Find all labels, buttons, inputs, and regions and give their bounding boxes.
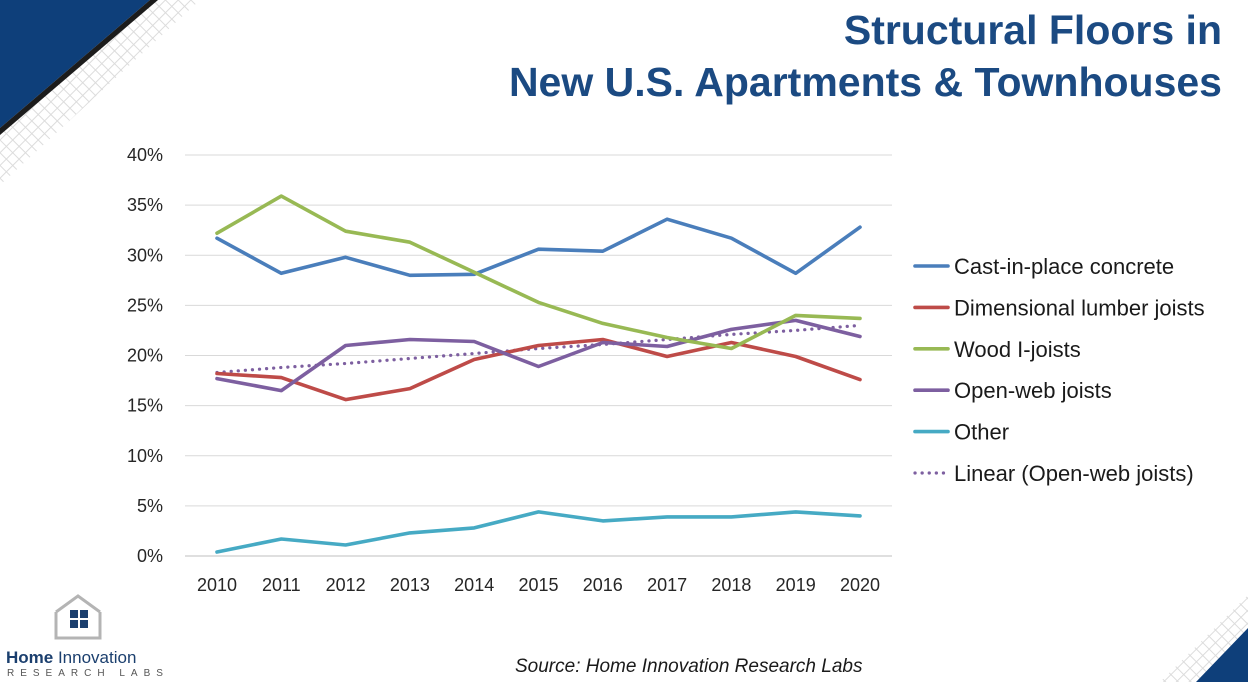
y-tick-label: 40%	[127, 145, 163, 165]
x-tick-label: 2010	[197, 575, 237, 595]
series-line-other	[215, 510, 862, 554]
x-tick-label: 2015	[518, 575, 558, 595]
slide-title: Structural Floors in New U.S. Apartments…	[509, 4, 1222, 108]
house-window-icon	[54, 594, 102, 640]
x-axis-ticks: 2010 2011 2012 2013 2014 2015 2016 2017 2018 2019…	[197, 575, 880, 595]
legend-label-linear-open-web-joists: Linear (Open-web joists)	[954, 461, 1194, 486]
legend-label-other: Other	[954, 420, 1009, 445]
x-tick-label: 2014	[454, 575, 494, 595]
y-tick-label: 35%	[127, 195, 163, 215]
legend: Cast-in-place concrete Dimensional lumber…	[913, 254, 1205, 486]
logo-name-light: Innovation	[53, 648, 137, 667]
logo-wordmark: Home Innovation	[6, 648, 136, 668]
brand-logo: Home Innovation RESEARCH LABS	[4, 592, 164, 680]
y-tick-label: 0%	[137, 546, 163, 566]
top-left-corner-edge	[0, 0, 158, 135]
x-tick-label: 2018	[711, 575, 751, 595]
legend-label-cast-in-place-concrete: Cast-in-place concrete	[954, 254, 1174, 279]
x-tick-label: 2016	[583, 575, 623, 595]
x-tick-label: 2019	[776, 575, 816, 595]
bottom-right-corner-band	[1196, 628, 1248, 682]
title-line-1: Structural Floors in	[843, 7, 1222, 53]
title-line-2: New U.S. Apartments & Townhouses	[508, 59, 1222, 105]
x-tick-label: 2011	[262, 575, 301, 595]
series-line-dimensional-lumber-joists	[215, 337, 862, 402]
x-tick-label: 2020	[840, 575, 880, 595]
y-axis-ticks: 0% 5% 10% 15% 20% 25% 30% 35% 40%	[127, 145, 163, 566]
logo-name-bold: Home	[6, 648, 54, 667]
legend-label-dimensional-lumber-joists: Dimensional lumber joists	[954, 295, 1205, 320]
y-tick-label: 25%	[127, 295, 163, 315]
gridlines	[185, 154, 892, 557]
source-note: Source: Home Innovation Research Labs	[515, 656, 863, 677]
y-tick-label: 5%	[137, 496, 163, 516]
series-line-wood-i-joists	[215, 194, 862, 351]
legend-label-open-web-joists: Open-web joists	[954, 378, 1112, 403]
x-tick-label: 2012	[326, 575, 366, 595]
legend-label-wood-i-joists: Wood I-joists	[954, 337, 1081, 362]
x-tick-label: 2017	[647, 575, 687, 595]
y-tick-label: 30%	[127, 245, 163, 265]
series-lines	[215, 194, 862, 554]
x-tick-label: 2013	[390, 575, 430, 595]
y-tick-label: 10%	[127, 446, 163, 466]
series-line-linear-open-web-joists	[215, 323, 862, 375]
series-line-open-web-joists	[215, 318, 862, 393]
y-tick-label: 20%	[127, 346, 163, 366]
y-tick-label: 15%	[127, 396, 163, 416]
logo-subtitle: RESEARCH LABS	[7, 668, 169, 679]
series-line-cast-in-place-concrete	[215, 217, 862, 278]
